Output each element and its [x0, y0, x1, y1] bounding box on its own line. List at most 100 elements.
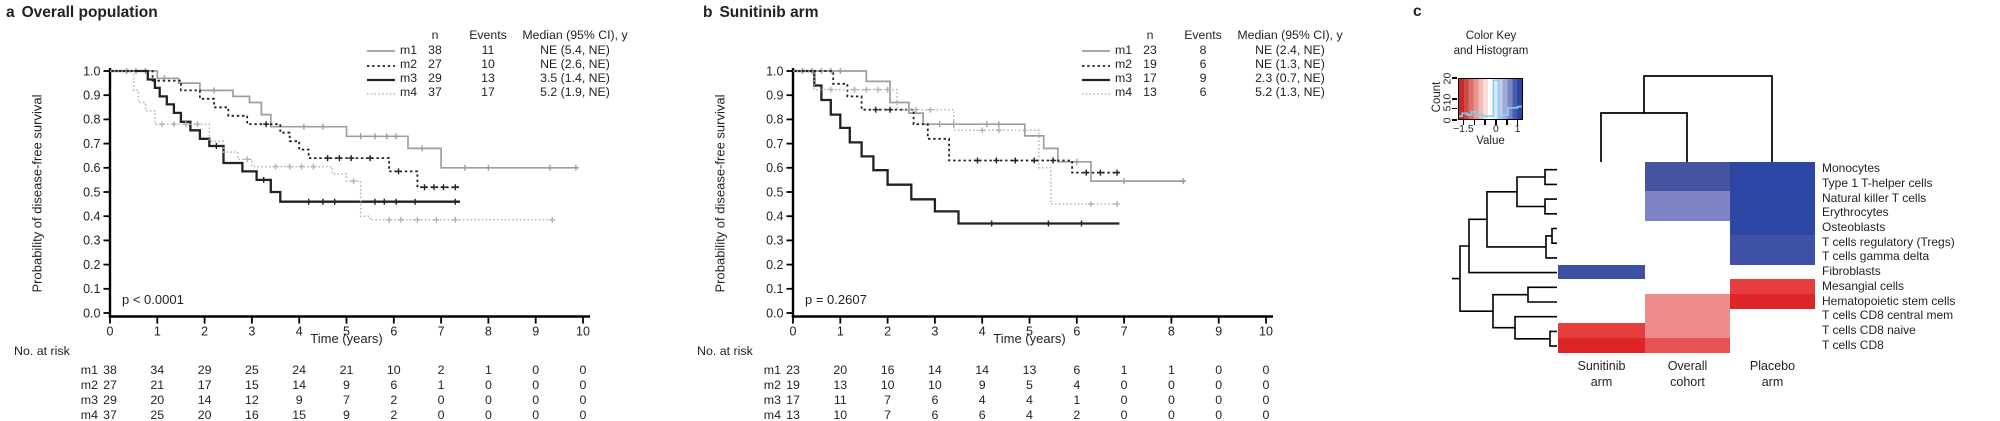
- risk-value-a-m2-t4: 14: [292, 378, 307, 392]
- heatmap-column-label: Sunitinib arm: [1577, 359, 1626, 389]
- legend-median-a-m1: NE (5.4, NE): [540, 42, 610, 57]
- count-tick: [1452, 77, 1457, 79]
- x-tick-label-b: 9: [1215, 325, 1222, 339]
- risk-row-label-a-m1: m1: [80, 363, 98, 377]
- heatmap-row-label: T cells gamma delta: [1822, 249, 1930, 264]
- heatmap-row-label: Osteoblasts: [1822, 220, 1886, 235]
- heatmap-cell-r1-c2: [1730, 176, 1815, 192]
- km-curve-a-m3: [110, 69, 460, 203]
- value-tick-label: 1: [1514, 123, 1521, 135]
- heatmap-cell-r11-c1: [1645, 323, 1730, 339]
- risk-value-a-m3-t2: 14: [197, 393, 212, 407]
- risk-value-a-m1-t2: 29: [197, 363, 212, 377]
- x-tick-label-b: 4: [979, 325, 986, 339]
- km-curve-b-m3: [793, 69, 1120, 225]
- risk-value-b-m3-t7: 0: [1120, 393, 1128, 407]
- legend-line-a-m3: [367, 78, 395, 81]
- risk-value-b-m3-t6: 1: [1073, 393, 1081, 407]
- risk-table-label-a: No. at risk: [14, 344, 70, 358]
- legend-median-a-m4: 5.2 (1.9, NE): [540, 85, 610, 100]
- color-key-gradient: [1458, 78, 1523, 120]
- heatmap-row-label: Monocytes: [1822, 161, 1881, 176]
- x-tick-label-a: 1: [154, 325, 161, 339]
- panel-b-title: b Sunitinib arm: [703, 4, 819, 22]
- legend-sample-a-m3: [366, 71, 398, 85]
- km-censor-marks-a-m2: [263, 121, 459, 191]
- legend-sample-b-m4: [1081, 85, 1113, 99]
- risk-value-a-m1-t4: 24: [292, 363, 307, 377]
- risk-value-a-m4-t2: 20: [197, 408, 212, 421]
- x-tick-label-b: 8: [1168, 325, 1175, 339]
- risk-value-b-m3-t0: 17: [786, 393, 800, 407]
- y-tick-label-a: 1.0: [83, 64, 100, 78]
- risk-value-b-m4-t1: 10: [833, 408, 848, 421]
- legend-sample-b-m2: [1081, 57, 1113, 71]
- legend-name-a-m2: m2: [400, 56, 418, 71]
- km-curve-a-m4: [110, 70, 555, 221]
- legend-header-a: n: [431, 28, 439, 42]
- risk-row-label-b-m1: m1: [763, 363, 781, 377]
- risk-value-a-m3-t3: 12: [244, 393, 259, 407]
- heatmap-column-label: Placebo arm: [1749, 359, 1796, 389]
- risk-value-b-m4-t3: 6: [931, 408, 939, 421]
- risk-value-b-m1-t6: 6: [1073, 363, 1081, 377]
- risk-value-b-m3-t10: 0: [1262, 393, 1270, 407]
- risk-value-b-m3-t8: 0: [1167, 393, 1175, 407]
- risk-value-a-m1-t10: 0: [579, 363, 587, 377]
- risk-value-b-m2-t1: 13: [833, 378, 848, 392]
- legend-line-b-m1: [1082, 50, 1110, 53]
- heatmap-row-label: Erythrocytes: [1822, 205, 1889, 220]
- value-tick: [1495, 120, 1497, 125]
- risk-value-a-m2-t2: 17: [197, 378, 212, 392]
- legend-line-a-m1: [367, 50, 395, 53]
- x-tick-label-b: 6: [1073, 325, 1080, 339]
- y-tick-label-b: 1.0: [766, 64, 783, 78]
- risk-value-b-m3-t3: 6: [931, 393, 939, 407]
- count-tick: [1452, 119, 1457, 121]
- risk-value-a-m4-t5: 9: [343, 408, 350, 421]
- heatmap-row-label: Mesangial cells: [1822, 278, 1905, 293]
- risk-value-a-m3-t8: 0: [484, 393, 492, 407]
- heatmap-cell-r3-c1: [1645, 206, 1730, 221]
- risk-value-a-m3-t4: 9: [295, 393, 303, 407]
- row-dendrogram: [1452, 168, 1557, 347]
- heatmap-cell-r8-c2: [1730, 279, 1815, 295]
- x-tick-label-a: 2: [201, 325, 208, 339]
- x-tick-label-b: 2: [884, 325, 891, 339]
- risk-value-b-m1-t2: 16: [880, 363, 895, 377]
- risk-value-b-m1-t3: 14: [927, 363, 942, 377]
- risk-value-b-m2-t2: 10: [880, 378, 895, 392]
- risk-row-label-a-m4: m4: [80, 408, 98, 421]
- risk-value-a-m2-t10: 0: [579, 378, 587, 392]
- risk-value-b-m4-t5: 4: [1026, 408, 1033, 421]
- legend-median-a-m3: 3.5 (1.4, NE): [540, 71, 610, 86]
- legend-line-a-m2: [367, 64, 395, 67]
- legend-sample-a-m1: [366, 43, 398, 57]
- legend-events-b-m2: 6: [1199, 56, 1207, 71]
- x-tick-label-a: 4: [296, 325, 303, 339]
- legend-name-b-m2: m2: [1115, 56, 1133, 71]
- legend-n-a-m1: 38: [428, 42, 442, 57]
- legend-median-b-m3: 2.3 (0.7, NE): [1255, 71, 1325, 86]
- count-tick: [1452, 98, 1457, 100]
- risk-value-b-m1-t7: 1: [1120, 363, 1128, 377]
- count-tick: [1452, 107, 1457, 110]
- panel-a-title: a Overall population: [6, 4, 158, 22]
- y-tick-label-b: 0.3: [766, 234, 783, 248]
- color-key-value-label: Value: [1476, 135, 1505, 147]
- risk-value-a-m4-t1: 25: [150, 408, 165, 421]
- x-tick-label-b: 10: [1259, 325, 1273, 339]
- risk-value-b-m4-t9: 0: [1215, 408, 1223, 421]
- risk-value-a-m2-t9: 0: [532, 378, 540, 392]
- km-censor-marks-b-m4: [827, 86, 1120, 208]
- legend-events-b-m4: 6: [1199, 85, 1207, 100]
- risk-value-b-m2-t0: 19: [786, 378, 800, 392]
- risk-value-a-m1-t0: 38: [103, 363, 117, 377]
- p-value-b: p = 0.2607: [805, 292, 867, 307]
- column-dendrogram: [1600, 75, 1773, 162]
- y-tick-label-b: 0.1: [766, 282, 783, 296]
- y-tick-label-a: 0.1: [83, 282, 100, 296]
- risk-value-b-m4-t0: 13: [786, 408, 800, 421]
- heatmap-cell-r12-c1: [1645, 338, 1730, 353]
- heatmap-column-label: Overall cohort: [1667, 359, 1708, 389]
